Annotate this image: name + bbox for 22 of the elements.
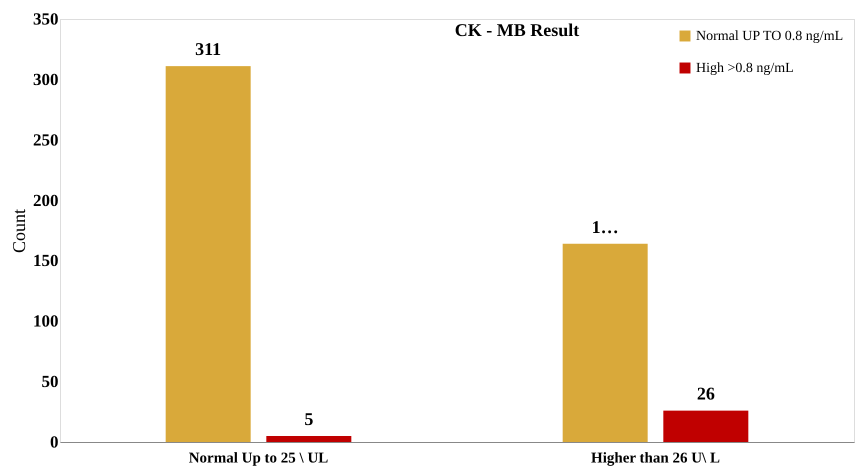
y-tick-label: 100 [33, 312, 58, 331]
x-tick-label: Higher than 26 U\ L [591, 450, 720, 466]
bar [562, 244, 648, 442]
y-tick-label: 300 [33, 70, 58, 89]
chart-title: CK - MB Result [454, 20, 580, 40]
legend-label: Normal UP TO 0.8 ng/mL [696, 29, 844, 44]
x-tick-label: Normal Up to 25 \ UL [188, 450, 328, 466]
y-tick-label: 250 [33, 130, 58, 150]
bar [663, 410, 748, 442]
data-label: 1… [592, 216, 619, 237]
y-axis-title: Count [9, 208, 29, 254]
legend-label: High >0.8 ng/mL [696, 61, 794, 76]
data-label: 311 [195, 39, 222, 60]
bar [166, 66, 251, 442]
y-tick-label: 0 [50, 432, 58, 452]
data-label: 5 [304, 408, 314, 429]
y-tick-label: 150 [33, 251, 58, 270]
y-tick-label: 50 [42, 372, 58, 392]
data-label: 26 [696, 384, 715, 404]
y-tick-label: 200 [33, 190, 58, 210]
y-tick-label: 350 [33, 10, 58, 28]
bar [266, 436, 352, 442]
